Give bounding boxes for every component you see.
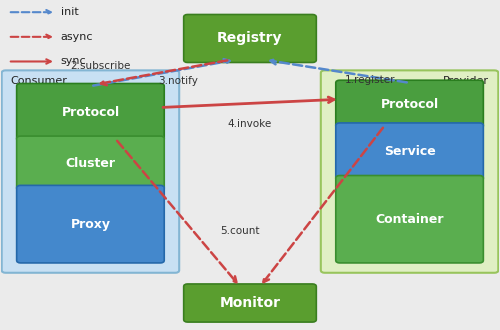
- FancyBboxPatch shape: [321, 70, 498, 273]
- Text: Proxy: Proxy: [70, 218, 110, 231]
- Text: 1.register: 1.register: [344, 75, 395, 84]
- Text: Registry: Registry: [217, 31, 283, 46]
- FancyBboxPatch shape: [16, 136, 164, 191]
- Text: Container: Container: [376, 213, 444, 226]
- Text: Monitor: Monitor: [220, 296, 280, 310]
- Text: Provider: Provider: [444, 76, 490, 86]
- Text: async: async: [60, 32, 93, 42]
- Text: Protocol: Protocol: [62, 106, 120, 119]
- Text: Consumer: Consumer: [10, 76, 68, 86]
- Text: 4.invoke: 4.invoke: [228, 119, 272, 129]
- Text: Protocol: Protocol: [380, 98, 438, 111]
- Text: init: init: [60, 7, 78, 17]
- FancyBboxPatch shape: [336, 176, 484, 263]
- Text: 5.count: 5.count: [220, 226, 260, 236]
- FancyBboxPatch shape: [2, 70, 179, 273]
- Text: sync: sync: [60, 56, 86, 66]
- Text: 2.subscribe: 2.subscribe: [70, 61, 130, 71]
- Text: Cluster: Cluster: [66, 157, 116, 170]
- FancyBboxPatch shape: [336, 123, 484, 181]
- FancyBboxPatch shape: [16, 185, 164, 263]
- FancyBboxPatch shape: [336, 80, 484, 128]
- FancyBboxPatch shape: [184, 284, 316, 322]
- FancyBboxPatch shape: [184, 15, 316, 62]
- FancyBboxPatch shape: [16, 83, 164, 141]
- Text: 3.notify: 3.notify: [158, 76, 198, 86]
- Text: Service: Service: [384, 145, 436, 158]
